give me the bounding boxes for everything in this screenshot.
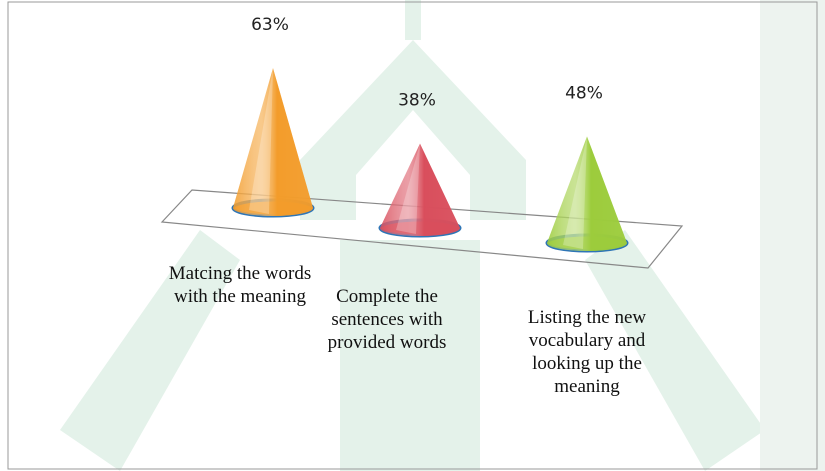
category-label: Complete the sentences with provided wor… (327, 286, 447, 353)
cone-fill (380, 143, 460, 236)
floor (160, 189, 684, 269)
data-label: 63% (251, 15, 289, 35)
cone-highlight (563, 136, 587, 249)
cone-highlight (396, 143, 420, 234)
cone-fill (233, 68, 313, 216)
data-label: 48% (565, 83, 603, 103)
cone-fill (547, 136, 627, 251)
data-label: 38% (398, 91, 436, 111)
watermark (60, 0, 825, 471)
frame (7, 1, 818, 470)
category-label: Matcing the words with the meaning (168, 263, 312, 307)
cone-highlight (249, 68, 273, 214)
category-label: Listing the new vocabulary and looking u… (527, 307, 647, 397)
